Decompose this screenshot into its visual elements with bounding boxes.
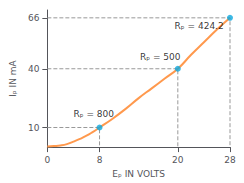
svg-text:Iₚ IN mA: Iₚ IN mA	[8, 59, 18, 96]
svg-text:8: 8	[97, 155, 103, 165]
svg-text:0: 0	[44, 155, 50, 165]
svg-text:40: 40	[28, 64, 40, 74]
svg-text:Rₚ = 800: Rₚ = 800	[73, 109, 114, 119]
svg-text:28: 28	[224, 155, 236, 165]
svg-text:Rₚ = 500: Rₚ = 500	[140, 52, 181, 62]
svg-text:Rₚ = 424.2: Rₚ = 424.2	[175, 21, 224, 31]
svg-text:Eₚ IN VOLTS: Eₚ IN VOLTS	[112, 169, 165, 179]
svg-text:66: 66	[28, 13, 40, 23]
svg-text:10: 10	[28, 123, 40, 133]
svg-text:20: 20	[172, 155, 184, 165]
